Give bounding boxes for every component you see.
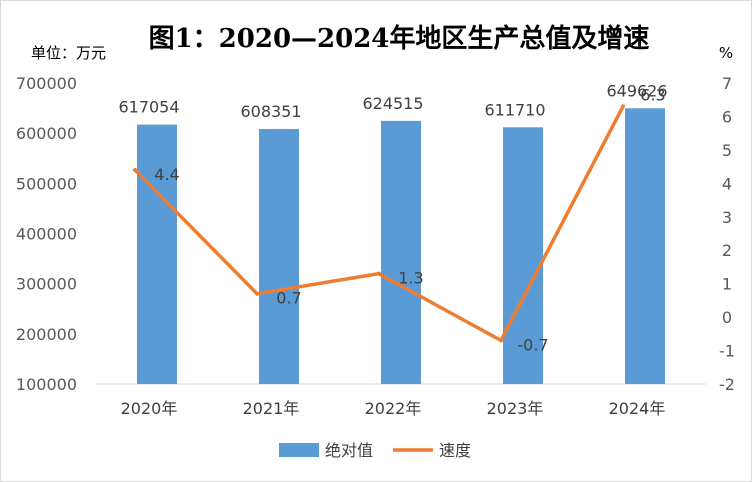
x-axis-ticks: 2020年 2021年 2022年 2023年 2024年 [121, 399, 666, 418]
left-axis-unit-label: 单位：万元 [31, 44, 106, 62]
bar-value-label: 624515 [362, 94, 423, 113]
line-data-labels: 4.4 0.7 1.3 -0.7 6.3 [154, 85, 665, 354]
line-point [255, 291, 259, 296]
line-series [133, 104, 625, 343]
line-value-label: -0.7 [517, 336, 548, 355]
legend-swatch-bar [279, 443, 319, 457]
bar-value-label: 611710 [484, 100, 545, 119]
legend-label-bar: 绝对值 [325, 441, 373, 460]
line-point [621, 104, 625, 109]
bar [137, 124, 177, 385]
right-tick-label: -1 [719, 342, 735, 361]
line-value-label: 6.3 [640, 85, 665, 104]
bar-value-label: 617054 [118, 98, 179, 117]
right-tick-label: -2 [719, 375, 735, 394]
bar [625, 108, 665, 384]
bar [381, 120, 421, 384]
line-point [499, 338, 503, 343]
line-point [377, 271, 381, 276]
right-tick-label: 0 [722, 308, 732, 327]
bar-value-label: 649626 [606, 81, 667, 100]
left-tick-label: 200000 [16, 325, 77, 344]
bar [259, 128, 299, 384]
legend-label-line: 速度 [439, 441, 471, 460]
x-tick-label: 2023年 [487, 399, 544, 418]
x-tick-label: 2022年 [365, 399, 422, 418]
bar-value-label: 608351 [240, 102, 301, 121]
line-point [133, 167, 137, 172]
legend: 绝对值 速度 [279, 441, 471, 460]
bar-series [137, 108, 665, 385]
left-tick-label: 100000 [16, 375, 77, 394]
line-value-label: 4.4 [154, 165, 179, 184]
line-value-label: 1.3 [398, 269, 423, 288]
x-tick-label: 2024年 [609, 399, 666, 418]
right-tick-label: 4 [722, 174, 732, 193]
left-tick-label: 700000 [16, 74, 77, 93]
bar-data-labels: 617054 608351 624515 611710 649626 [118, 81, 667, 121]
right-tick-label: 2 [722, 241, 732, 260]
chart-title: 图1：2020—2024年地区生产总值及增速 [149, 23, 650, 54]
left-axis-ticks: 100000 200000 300000 400000 500000 600000 7000… [16, 74, 77, 394]
left-tick-label: 300000 [16, 275, 77, 294]
x-tick-label: 2020年 [121, 399, 178, 418]
right-axis-unit-label: % [719, 44, 733, 62]
right-tick-label: 6 [722, 107, 732, 126]
left-tick-label: 600000 [16, 124, 77, 143]
right-tick-label: 5 [722, 141, 732, 160]
right-tick-label: 1 [722, 275, 732, 294]
right-axis-ticks: -2 -1 0 1 2 3 4 5 6 7 [719, 74, 735, 394]
line-value-label: 0.7 [276, 289, 301, 308]
left-tick-label: 500000 [16, 174, 77, 193]
left-tick-label: 400000 [16, 225, 77, 244]
line-path [133, 105, 625, 343]
bar [503, 127, 543, 385]
right-tick-label: 7 [722, 74, 732, 93]
right-tick-label: 3 [722, 208, 732, 227]
x-tick-label: 2021年 [243, 399, 300, 418]
